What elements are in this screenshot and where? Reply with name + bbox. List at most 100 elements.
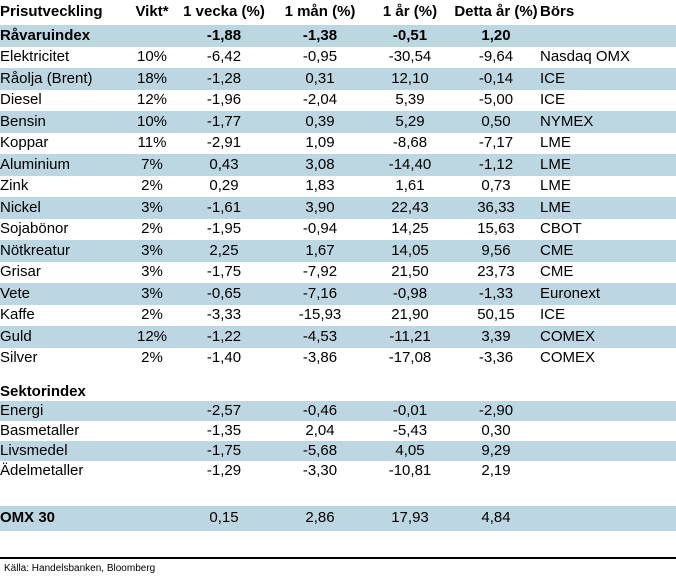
commodity-label: Livsmedel: [0, 441, 68, 459]
weight-value: 7%: [141, 155, 163, 173]
weight-value: [128, 25, 176, 47]
table-row: Livsmedel -1,75 -5,68 4,05 9,29: [0, 441, 676, 461]
ytd-change: -9,64: [478, 48, 514, 65]
weight-value: 10%: [136, 48, 168, 65]
exchange-label: [540, 441, 676, 461]
exchange-label: [540, 421, 676, 441]
year-change: -5,43: [392, 421, 428, 439]
week-change: -1,75: [206, 263, 242, 280]
commodity-label: Kaffe: [0, 306, 35, 323]
week-change: -1,28: [206, 69, 242, 87]
week-change: -0,65: [206, 284, 242, 302]
month-change: -1,38: [302, 26, 338, 44]
week-change: -1,95: [206, 220, 242, 237]
month-change: -0,95: [302, 48, 338, 65]
table-row: Silver 2% -1,40 -3,86 -17,08 -3,36 COMEX: [0, 348, 676, 370]
exchange-label: COMEX: [540, 327, 596, 345]
commodity-label: Råolja (Brent): [0, 69, 93, 87]
week-change: -1,22: [206, 327, 242, 345]
weight-value: 18%: [136, 69, 168, 87]
month-change: 0,31: [305, 69, 335, 87]
week-change: -3,33: [206, 306, 242, 323]
weight-value: [128, 506, 176, 531]
year-change: -8,68: [392, 134, 428, 151]
table-header-row: Prisutveckling Vikt* 1 vecka (%) 1 mån (%) 1…: [0, 0, 676, 25]
source-note: Källa: Handelsbanken, Bloomberg: [4, 563, 156, 574]
weight-value: 10%: [136, 112, 168, 130]
year-change: -0,01: [392, 401, 428, 419]
ytd-change: 23,73: [477, 263, 515, 280]
ytd-change: -3,36: [478, 349, 514, 366]
commodity-label: Silver: [0, 349, 38, 366]
table-row: Energi -2,57 -0,46 -0,01 -2,90: [0, 401, 676, 421]
month-change: -3,30: [302, 461, 338, 479]
weight-value: [128, 401, 176, 421]
ytd-change: 0,50: [481, 112, 511, 130]
commodity-label: Elektricitet: [0, 48, 70, 65]
exchange-label: [540, 461, 676, 481]
weight-value: 2%: [141, 349, 163, 366]
week-change: -1,96: [206, 91, 242, 108]
year-change: 1,61: [395, 177, 425, 194]
exchange-label: CME: [540, 241, 574, 259]
ytd-change: 9,56: [481, 241, 511, 259]
column-header-1-man: 1 mån (%): [284, 3, 356, 21]
month-change: 1,09: [305, 134, 335, 151]
ytd-change: 15,63: [477, 220, 515, 237]
ytd-change: 4,84: [481, 509, 511, 527]
week-change: -6,42: [206, 48, 242, 65]
column-header-detta-ar: Detta år (%): [454, 3, 538, 21]
table-row: Zink 2% 0,29 1,83 1,61 0,73 LME: [0, 176, 676, 198]
month-change: 2,04: [305, 421, 335, 439]
column-header-prisutveckling: Prisutveckling: [0, 3, 103, 21]
table-row: Diesel 12% -1,96 -2,04 5,39 -5,00 ICE: [0, 90, 676, 112]
ytd-change: 3,39: [481, 327, 511, 345]
table-row: Koppar 11% -2,91 1,09 -8,68 -7,17 LME: [0, 133, 676, 155]
table-row: Elektricitet 10% -6,42 -0,95 -30,54 -9,64 Nasd…: [0, 47, 676, 69]
month-change: -0,94: [302, 220, 338, 237]
commodity-label: Energi: [0, 401, 44, 419]
section-header-row: Sektorindex: [0, 383, 676, 401]
year-change: 12,10: [391, 69, 429, 87]
week-change: -1,75: [206, 441, 242, 459]
table-row: Sojabönor 2% -1,95 -0,94 14,25 15,63 CBOT: [0, 219, 676, 241]
ytd-change: 36,33: [477, 198, 515, 216]
ytd-change: 2,19: [481, 461, 511, 479]
column-header-1-ar: 1 år (%): [382, 3, 438, 21]
weight-value: 2%: [141, 177, 163, 194]
table-row: Vete 3% -0,65 -7,16 -0,98 -1,33 Euronext: [0, 283, 676, 305]
year-change: 5,39: [395, 91, 425, 108]
exchange-label: CBOT: [540, 220, 582, 237]
exchange-label: LME: [540, 134, 571, 151]
section-title: Sektorindex: [0, 383, 86, 400]
table-row: Bensin 10% -1,77 0,39 5,29 0,50 NYMEX: [0, 111, 676, 133]
ytd-change: -2,90: [478, 401, 514, 419]
weight-value: 11%: [137, 134, 167, 151]
commodity-label: Zink: [0, 177, 29, 194]
exchange-label: Euronext: [540, 284, 601, 302]
commodity-label: Aluminium: [0, 155, 71, 173]
week-change: -2,57: [206, 401, 242, 419]
table-row: Råvaruindex -1,88 -1,38 -0,51 1,20: [0, 25, 676, 47]
year-change: -11,21: [389, 327, 431, 345]
weight-value: 3%: [141, 284, 163, 302]
ytd-change: -1,12: [478, 155, 514, 173]
ytd-change: -7,17: [478, 134, 514, 151]
exchange-label: [540, 401, 676, 421]
weight-value: [128, 441, 176, 461]
year-change: 21,90: [391, 306, 429, 323]
exchange-label: [540, 506, 676, 531]
week-change: -1,29: [206, 461, 242, 479]
month-change: 2,86: [305, 509, 335, 527]
month-change: -7,16: [302, 284, 338, 302]
weight-value: 3%: [141, 263, 163, 280]
year-change: 14,25: [391, 220, 429, 237]
weight-value: 12%: [136, 327, 168, 345]
year-change: 21,50: [391, 263, 429, 280]
column-header-1-vecka: 1 vecka (%): [183, 3, 265, 21]
exchange-label: ICE: [540, 306, 566, 323]
table-row: Kaffe 2% -3,33 -15,93 21,90 50,15 ICE: [0, 305, 676, 327]
commodity-label: Diesel: [0, 91, 42, 108]
footer-divider: [0, 557, 676, 559]
